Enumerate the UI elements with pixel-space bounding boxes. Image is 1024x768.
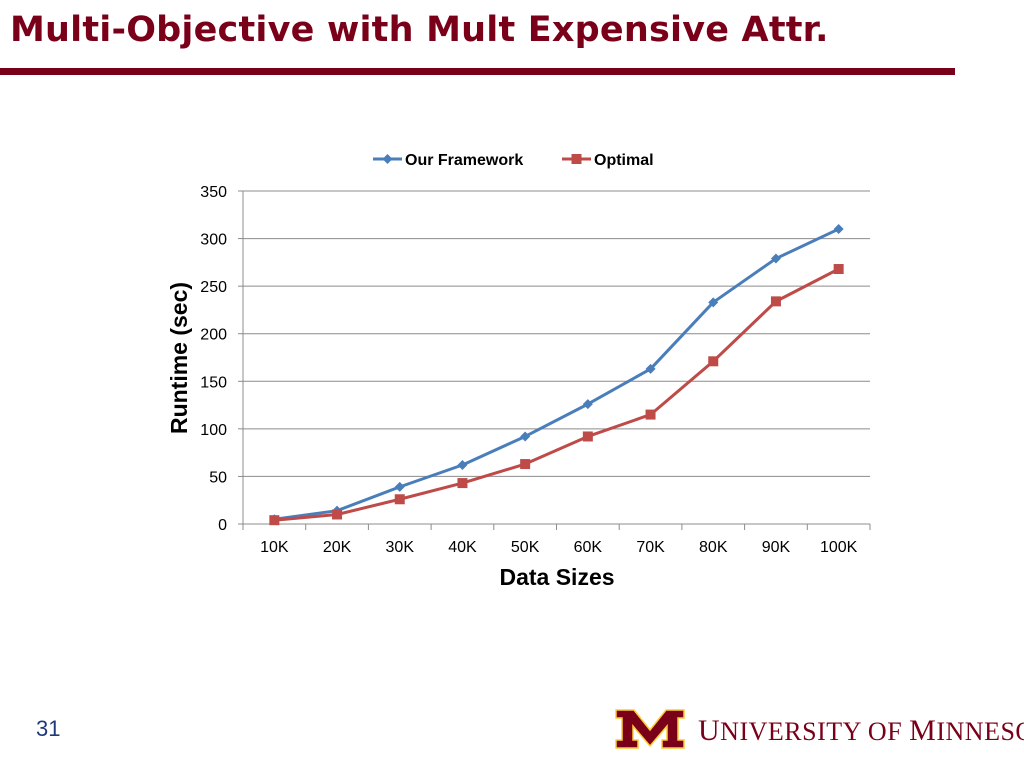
y-tick-label: 100 (200, 422, 227, 439)
series-line (274, 227, 840, 521)
data-point-square (571, 154, 582, 164)
page-number: 31 (36, 716, 61, 741)
data-point-square (770, 296, 781, 307)
legend-item: Our Framework (373, 152, 523, 169)
x-tick-label: 100K (820, 539, 858, 556)
y-tick-label: 50 (209, 469, 227, 486)
logo-text-part: OF (867, 717, 910, 746)
logo-wordmark: UNIVERSITY OF MINNESOTA (698, 714, 1024, 748)
data-point-diamond (520, 431, 531, 442)
series-our-framework (269, 224, 844, 525)
logo-text-part: M (909, 714, 937, 747)
data-point-square (457, 478, 468, 489)
x-tick-label: 30K (386, 539, 415, 556)
data-point-square (645, 409, 656, 420)
y-tick-label: 250 (200, 279, 227, 296)
legend-label: Optimal (594, 152, 654, 169)
logo-text-part: U (698, 714, 721, 747)
y-tick-label: 150 (200, 374, 227, 391)
data-point-square (394, 494, 405, 505)
y-tick-label: 0 (218, 517, 227, 534)
data-point-square (833, 264, 844, 275)
data-point-square (582, 431, 593, 442)
legend-item: Optimal (562, 152, 654, 169)
axes: 0 50 100 150 200 250 300 350 10K 20K 30K 40K 50K 60K 7… (200, 184, 871, 556)
logo-text-part: NIVERSITY (720, 717, 868, 746)
x-tick-label: 70K (636, 539, 665, 556)
x-tick-label: 80K (699, 539, 728, 556)
data-point-diamond (582, 399, 593, 410)
data-series (269, 224, 844, 526)
data-point-diamond (645, 363, 656, 374)
x-tick-label: 10K (260, 539, 289, 556)
data-point-diamond (382, 154, 393, 164)
y-tick-label: 200 (200, 327, 227, 344)
data-point-diamond (457, 460, 468, 471)
x-tick-label: 50K (511, 539, 540, 556)
data-point-diamond (770, 253, 781, 264)
y-axis-title: Runtime (sec) (166, 282, 192, 434)
y-tick-label: 300 (200, 232, 227, 249)
data-point-diamond (394, 481, 405, 492)
block-m-icon (615, 709, 685, 749)
gridlines (243, 190, 870, 477)
series-line (274, 267, 840, 522)
data-point-square (708, 356, 719, 367)
university-logo: UNIVERSITY OF MINNESOTA (614, 708, 1024, 752)
legend-label: Our Framework (405, 152, 523, 169)
logo-text-part: INNESOTA (936, 717, 1024, 746)
x-tick-label: 60K (574, 539, 603, 556)
x-tick-label: 40K (448, 539, 477, 556)
x-axis-title: Data Sizes (499, 564, 614, 590)
data-point-square (520, 459, 531, 470)
x-tick-label: 90K (762, 539, 791, 556)
series-optimal (269, 264, 844, 526)
y-tick-label: 350 (200, 184, 227, 201)
title-rule (0, 68, 955, 75)
data-point-diamond (833, 224, 844, 235)
legend: Our Framework Optimal (373, 152, 654, 169)
data-point-square (332, 509, 343, 520)
data-point-square (269, 515, 280, 526)
slide-title: Multi-Objective with Mult Expensive Attr… (10, 10, 829, 50)
data-point-diamond (708, 297, 719, 308)
x-tick-label: 20K (323, 539, 352, 556)
